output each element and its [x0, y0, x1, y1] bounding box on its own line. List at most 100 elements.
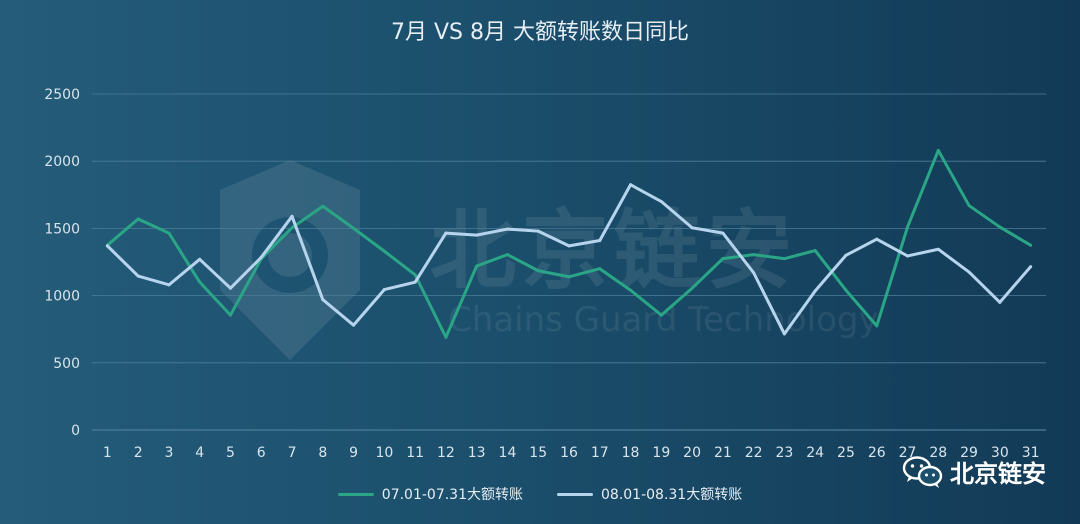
- legend-swatch: [557, 492, 593, 496]
- data-point-series1[interactable]: [782, 257, 786, 261]
- wechat-icon: [902, 455, 943, 488]
- data-point-series1[interactable]: [690, 286, 694, 290]
- data-point-series2[interactable]: [813, 289, 817, 293]
- data-point-series2[interactable]: [782, 332, 786, 336]
- data-point-series1[interactable]: [136, 217, 140, 221]
- x-tick-label: 4: [195, 445, 204, 461]
- x-tick-label: 30: [991, 445, 1009, 461]
- data-point-series2[interactable]: [228, 286, 232, 290]
- y-tick-label: 2000: [44, 154, 80, 170]
- data-point-series1[interactable]: [167, 231, 171, 235]
- data-point-series2[interactable]: [936, 247, 940, 251]
- data-point-series1[interactable]: [475, 264, 479, 268]
- data-point-series2[interactable]: [752, 271, 756, 275]
- data-point-series1[interactable]: [844, 288, 848, 292]
- data-point-series2[interactable]: [444, 231, 448, 235]
- data-point-series1[interactable]: [321, 204, 325, 208]
- data-point-series1[interactable]: [906, 225, 910, 229]
- legend-swatch: [337, 492, 374, 496]
- y-tick-label: 500: [53, 356, 80, 372]
- x-tick-label: 22: [745, 445, 763, 461]
- data-point-series1[interactable]: [382, 249, 386, 253]
- x-tick-label: 1: [103, 445, 112, 461]
- x-tick-label: 15: [529, 445, 547, 461]
- data-point-series2[interactable]: [1029, 265, 1033, 269]
- data-point-series2[interactable]: [721, 231, 725, 235]
- data-point-series2[interactable]: [382, 288, 386, 292]
- y-tick-label: 1500: [44, 221, 80, 237]
- data-point-series1[interactable]: [1029, 243, 1033, 247]
- data-point-series1[interactable]: [936, 148, 940, 152]
- legend-label: 08.01-08.31大额转账: [601, 487, 743, 503]
- data-point-series2[interactable]: [136, 274, 140, 278]
- chart-title: 7月 VS 8月 大额转账数日同比: [391, 20, 689, 45]
- data-point-series2[interactable]: [906, 254, 910, 258]
- data-point-series2[interactable]: [198, 257, 202, 261]
- x-tick-label: 18: [622, 445, 640, 461]
- x-tick-label: 3: [164, 445, 173, 461]
- data-point-series1[interactable]: [752, 253, 756, 257]
- data-point-series2[interactable]: [475, 233, 479, 237]
- data-point-series2[interactable]: [598, 238, 602, 242]
- data-point-series2[interactable]: [998, 300, 1002, 304]
- data-point-series2[interactable]: [259, 255, 263, 259]
- x-tick-label: 25: [837, 445, 855, 461]
- data-point-series2[interactable]: [875, 237, 879, 241]
- data-point-series2[interactable]: [321, 298, 325, 302]
- data-point-series2[interactable]: [105, 244, 109, 248]
- x-tick-label: 26: [868, 445, 886, 461]
- data-point-series1[interactable]: [290, 226, 294, 230]
- legend-label: 07.01-07.31大额转账: [381, 487, 523, 503]
- data-point-series1[interactable]: [505, 253, 509, 257]
- data-point-series1[interactable]: [536, 269, 540, 273]
- data-point-series1[interactable]: [967, 204, 971, 208]
- data-point-series2[interactable]: [413, 280, 417, 284]
- data-point-series1[interactable]: [598, 267, 602, 271]
- data-point-series1[interactable]: [659, 313, 663, 317]
- chart-legend: 07.01-07.31大额转账 08.01-08.31大额转账: [0, 484, 1080, 504]
- x-tick-label: 11: [406, 445, 424, 461]
- x-tick-label: 2: [134, 445, 143, 461]
- data-point-series1[interactable]: [413, 273, 417, 277]
- data-point-series2[interactable]: [536, 229, 540, 233]
- data-point-series2[interactable]: [844, 253, 848, 257]
- x-tick-label: 17: [591, 445, 609, 461]
- data-point-series1[interactable]: [567, 275, 571, 279]
- legend-item-series2[interactable]: 08.01-08.31大额转账: [557, 484, 742, 504]
- brand-name: 北京链安: [950, 460, 1046, 488]
- data-point-series1[interactable]: [198, 280, 202, 284]
- x-tick-label: 9: [349, 445, 358, 461]
- data-point-series1[interactable]: [721, 257, 725, 261]
- data-point-series1[interactable]: [813, 249, 817, 253]
- data-point-series2[interactable]: [290, 214, 294, 218]
- y-tick-label: 2500: [44, 87, 80, 103]
- data-point-series1[interactable]: [352, 226, 356, 230]
- legend-item-series1[interactable]: 07.01-07.31大额转账: [337, 484, 523, 504]
- data-point-series1[interactable]: [629, 288, 633, 292]
- x-tick-label: 5: [226, 445, 235, 461]
- x-tick-label: 23: [776, 445, 794, 461]
- data-point-series1[interactable]: [444, 335, 448, 339]
- x-tick-label: 14: [499, 445, 517, 461]
- x-tick-label: 7: [288, 445, 297, 461]
- data-point-series1[interactable]: [228, 313, 232, 317]
- data-point-series2[interactable]: [629, 183, 633, 187]
- x-tick-label: 16: [560, 445, 578, 461]
- data-point-series2[interactable]: [505, 227, 509, 231]
- x-tick-label: 24: [806, 445, 824, 461]
- data-point-series2[interactable]: [352, 323, 356, 327]
- data-point-series1[interactable]: [875, 324, 879, 328]
- x-tick-label: 29: [960, 445, 978, 461]
- data-point-series2[interactable]: [967, 270, 971, 274]
- data-point-series1[interactable]: [998, 225, 1002, 229]
- data-point-series2[interactable]: [567, 244, 571, 248]
- y-tick-label: 1000: [44, 289, 80, 305]
- data-point-series2[interactable]: [690, 226, 694, 230]
- x-tick-label: 6: [257, 445, 266, 461]
- x-tick-label: 13: [468, 445, 486, 461]
- data-point-series2[interactable]: [167, 283, 171, 287]
- watermark-shield-icon: [220, 160, 360, 360]
- watermark-subtext: Chains Guard Technology: [448, 300, 879, 340]
- data-point-series2[interactable]: [659, 200, 663, 204]
- x-tick-label: 31: [1022, 445, 1040, 461]
